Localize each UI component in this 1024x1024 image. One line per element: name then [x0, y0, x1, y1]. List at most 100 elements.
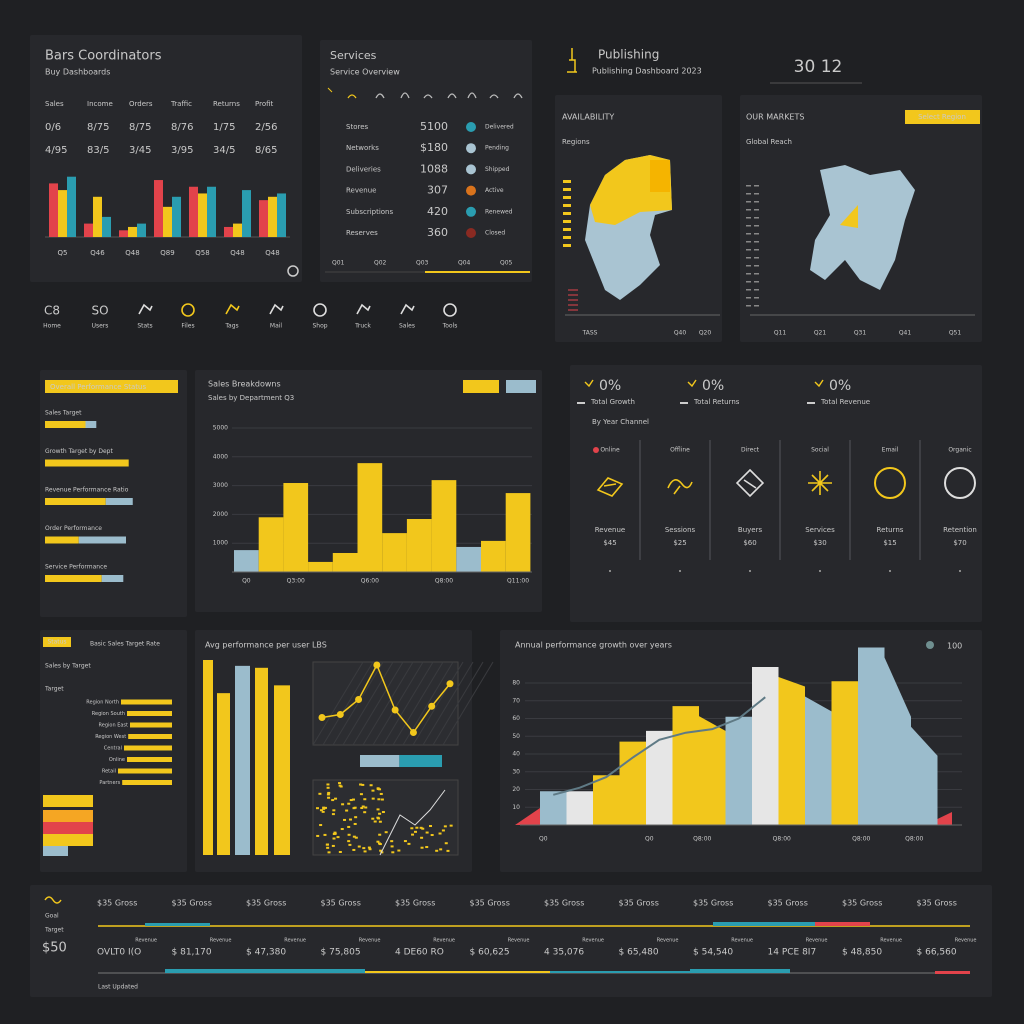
ticker-value: $ 65,480 [619, 948, 659, 958]
panel-title: Avg performance per user LBS [205, 641, 327, 650]
toolbar-icon [347, 94, 357, 99]
y-tick-label: 2000 [213, 511, 228, 518]
button[interactable] [905, 110, 980, 124]
texture [439, 848, 443, 851]
texture [319, 809, 323, 812]
mini-chart [312, 779, 459, 856]
point [318, 714, 326, 721]
status-dot [466, 143, 476, 154]
card-dot [749, 570, 751, 572]
block [43, 846, 68, 856]
button[interactable] [45, 380, 178, 393]
progress-segment [360, 755, 400, 767]
row-label: Revenue [346, 187, 377, 195]
point [446, 680, 454, 688]
texture [323, 833, 327, 836]
row-label: Revenue Performance Ratio [45, 487, 129, 494]
legend-dot [754, 273, 759, 275]
scale-swatch [563, 180, 571, 183]
y-tick-label: 40 [512, 751, 520, 758]
card-top: Email [882, 447, 899, 454]
scale-swatch [563, 204, 571, 207]
card-top: Social [811, 447, 829, 454]
bar [127, 757, 172, 762]
legend-dot [754, 289, 759, 291]
kpi-icon [584, 379, 594, 388]
button[interactable] [463, 380, 499, 393]
texture [326, 786, 330, 789]
ticker-title: $35 Gross [619, 899, 659, 908]
block [43, 834, 93, 846]
panel-subtitle: Regions [562, 138, 590, 146]
map-label: Q40 [674, 330, 687, 337]
row-label: Region East [99, 723, 129, 729]
card-top: Organic [948, 447, 971, 454]
stat-value: 3/45 [129, 145, 151, 156]
bar [207, 186, 216, 237]
point [409, 729, 417, 736]
bar [130, 722, 172, 728]
panel-title: Basic Sales Target Rate [90, 641, 160, 648]
bar [124, 745, 172, 751]
card-icon [667, 479, 693, 495]
texture [327, 851, 331, 854]
ticker-accent [935, 971, 970, 974]
panel-title: OUR MARKETS [746, 113, 804, 122]
side-label: Target [44, 927, 64, 934]
row-label: Growth Target by Dept [45, 448, 113, 455]
ticker-label: Revenue [955, 938, 977, 944]
legend-dot [754, 225, 759, 227]
x-tick-label: Q5 [58, 249, 68, 257]
hatch [382, 661, 434, 746]
legend-dot [754, 281, 759, 283]
legend-dot [746, 249, 751, 251]
bar [224, 226, 233, 237]
point [428, 702, 436, 710]
kpi-dash [680, 402, 688, 404]
tag-label: Status [47, 639, 66, 646]
side-value: $50 [42, 941, 67, 956]
button[interactable] [506, 380, 536, 393]
panel-subtitle: Service Overview [330, 68, 400, 77]
bar-segment [45, 536, 79, 544]
texture [390, 845, 394, 848]
icon-glyph: SO [91, 304, 108, 318]
bar [332, 552, 358, 572]
scale-swatch [563, 228, 571, 231]
bar [593, 775, 620, 825]
y-tick-label: 20 [512, 786, 520, 793]
texture [378, 820, 382, 823]
row-label: Region South [92, 711, 125, 717]
bar [102, 216, 111, 237]
legend-dot [746, 273, 751, 275]
panel-title: Publishing [598, 48, 659, 62]
scale-swatch [563, 196, 571, 199]
bar-segment [45, 575, 102, 582]
texture [351, 798, 355, 801]
card-icon [735, 468, 765, 498]
bar [119, 230, 128, 237]
texture [379, 792, 383, 795]
point [373, 661, 381, 669]
legend-dot [754, 241, 759, 243]
progress-segment [399, 755, 442, 767]
ticker-accent [690, 969, 790, 973]
tag [43, 637, 71, 647]
x-tick-label: Q48 [265, 249, 279, 257]
texture [443, 825, 447, 828]
y-tick-label: 30 [512, 768, 520, 775]
block [43, 795, 93, 807]
bar-segment [101, 575, 124, 582]
texture [359, 793, 363, 796]
status-dot [466, 228, 476, 238]
icon [225, 303, 240, 315]
scale-swatch [563, 212, 571, 215]
texture [325, 843, 329, 846]
card-value: $60 [743, 539, 756, 547]
ticker-title: $35 Gross [395, 899, 435, 908]
texture [323, 806, 327, 809]
icon-label: Tools [442, 323, 458, 330]
legend-dot [746, 193, 751, 195]
texture [327, 796, 331, 799]
x-tick-label: Q48 [230, 249, 244, 257]
